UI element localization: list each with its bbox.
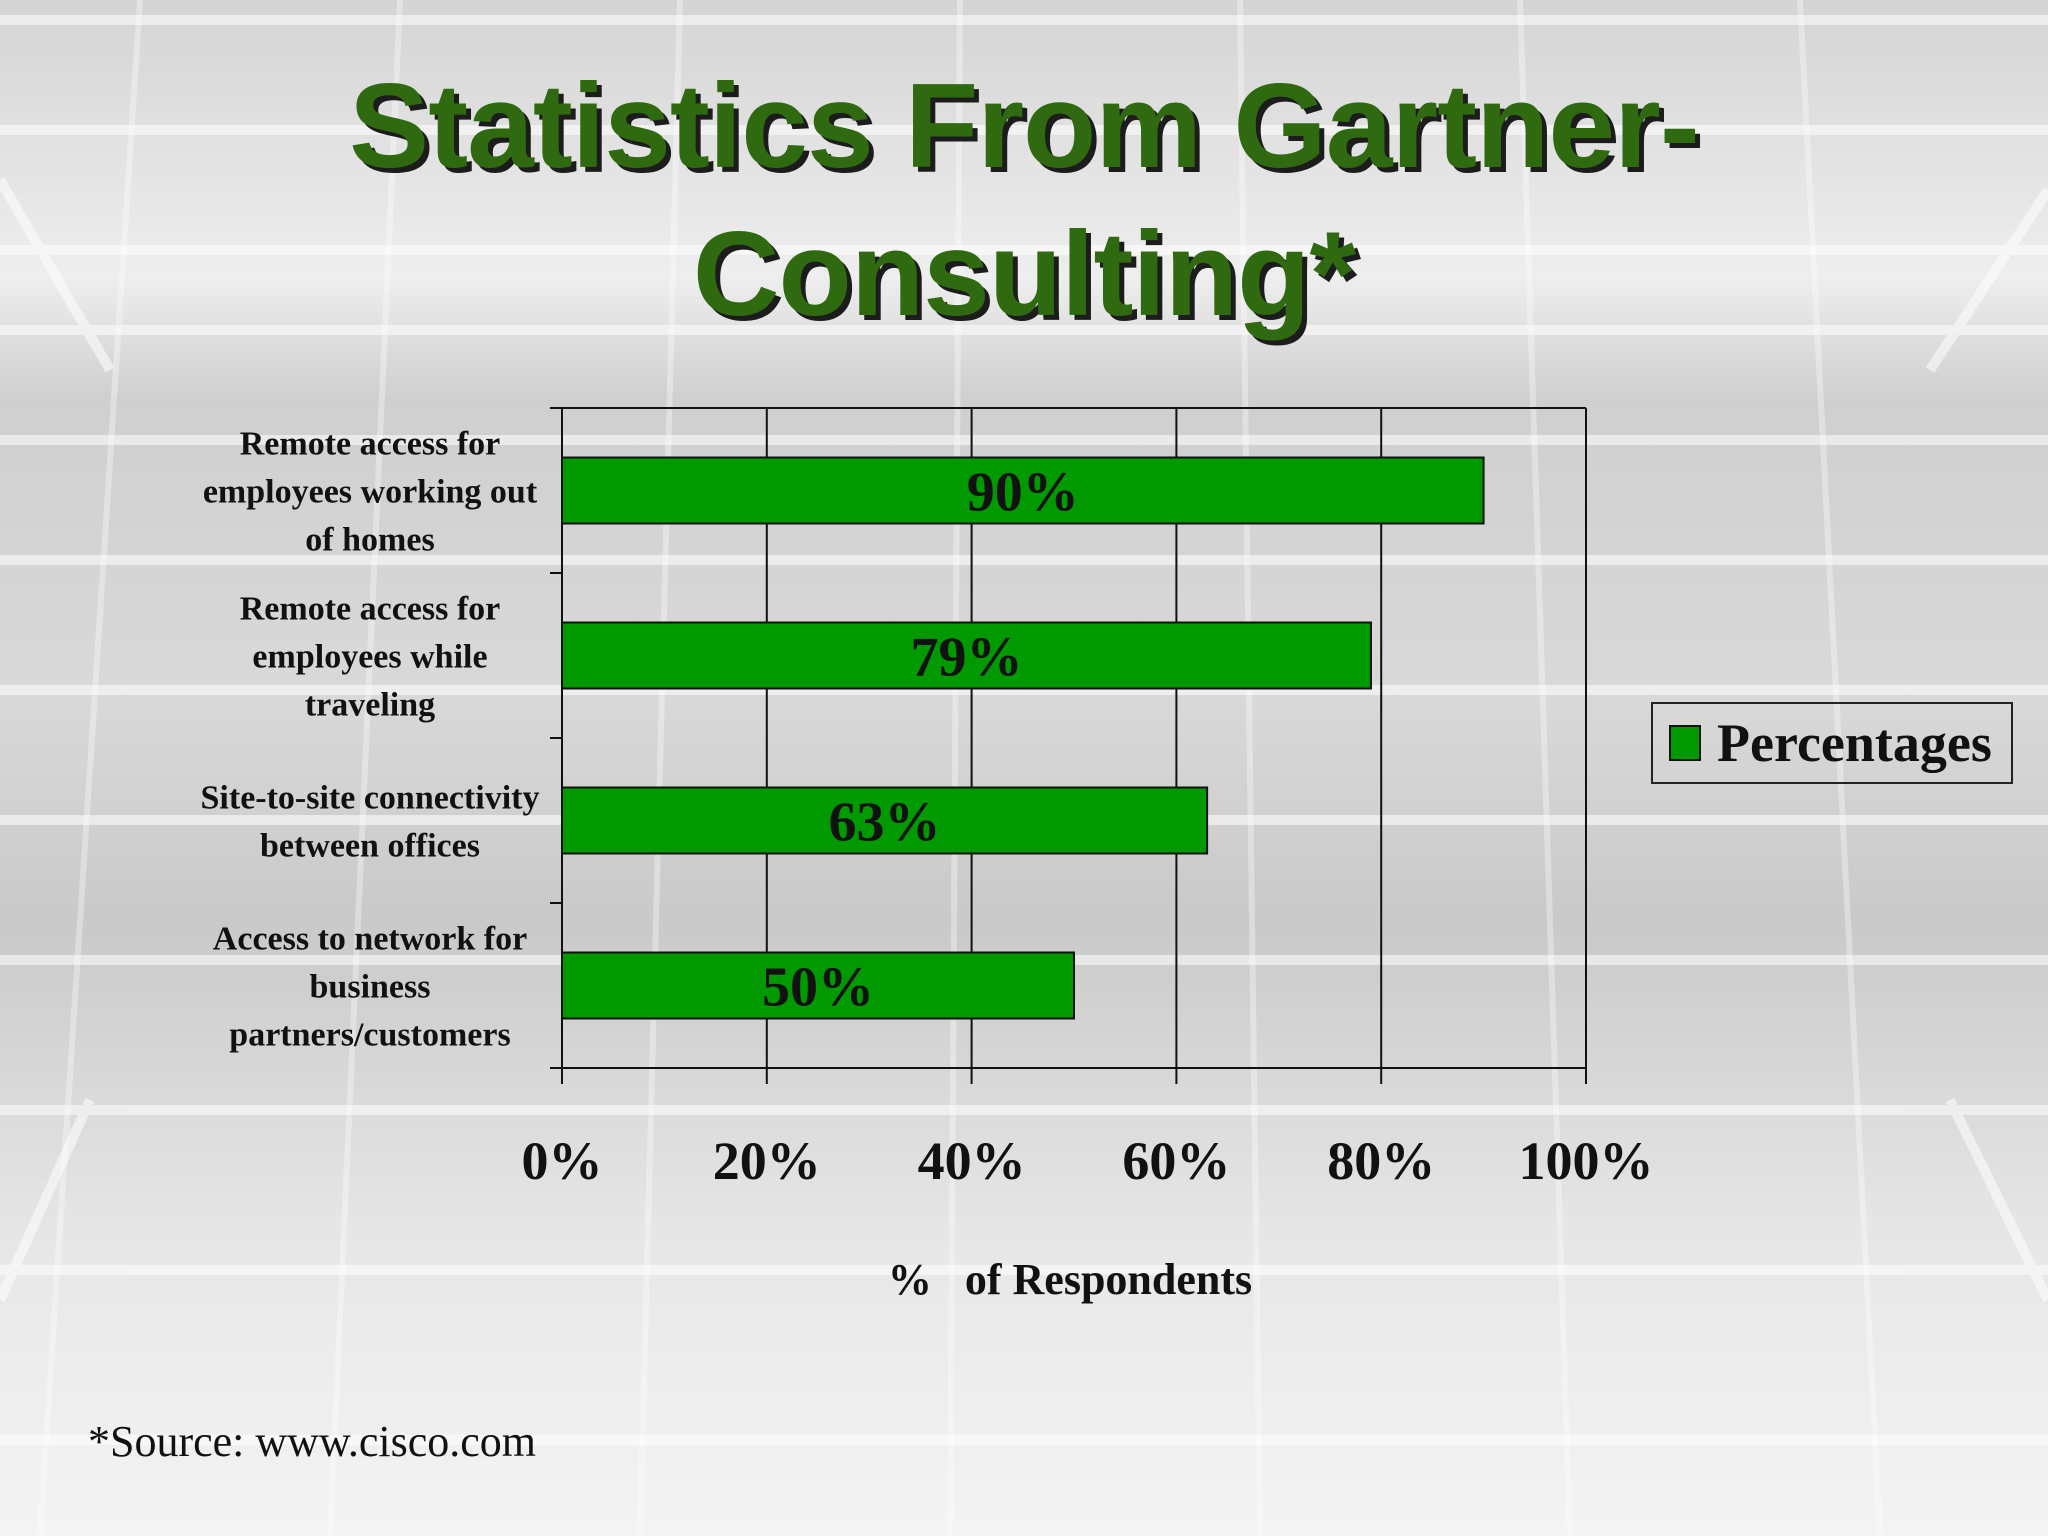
- bar: [561, 951, 1075, 1020]
- y-category-label: Remote access for employees while travelin…: [240, 591, 501, 724]
- x-axis-title: % of Respondents: [887, 1255, 1253, 1304]
- slide-title: Statistics From Gartner-Consulting*: [349, 59, 1700, 341]
- bar: [561, 786, 1209, 855]
- y-category-label: Site-to-site connectivity between offices: [201, 780, 540, 865]
- x-tick-label: 60%: [1122, 1131, 1230, 1191]
- x-tick-label: 80%: [1327, 1131, 1435, 1191]
- bar: [561, 456, 1485, 525]
- data-label: 79%: [910, 627, 1022, 689]
- legend-label: Percentages: [1717, 713, 1992, 773]
- chart-legend: Percentages: [1651, 702, 2013, 784]
- x-tick-label: 40%: [918, 1131, 1026, 1191]
- y-category-label: Access to network for business partners/cu…: [213, 921, 527, 1054]
- x-tick-label: 0%: [522, 1131, 603, 1191]
- source-note: *Source: www.cisco.com: [88, 1417, 537, 1466]
- x-tick-label: 20%: [713, 1131, 821, 1191]
- legend-swatch: [1669, 725, 1701, 761]
- bar: [561, 621, 1372, 690]
- data-label: 63%: [829, 792, 941, 854]
- x-tick-label: 100%: [1519, 1131, 1654, 1191]
- data-label: 50%: [762, 957, 874, 1019]
- data-label: 90%: [967, 462, 1079, 524]
- y-category-label: Remote access for employees working out of…: [203, 426, 538, 559]
